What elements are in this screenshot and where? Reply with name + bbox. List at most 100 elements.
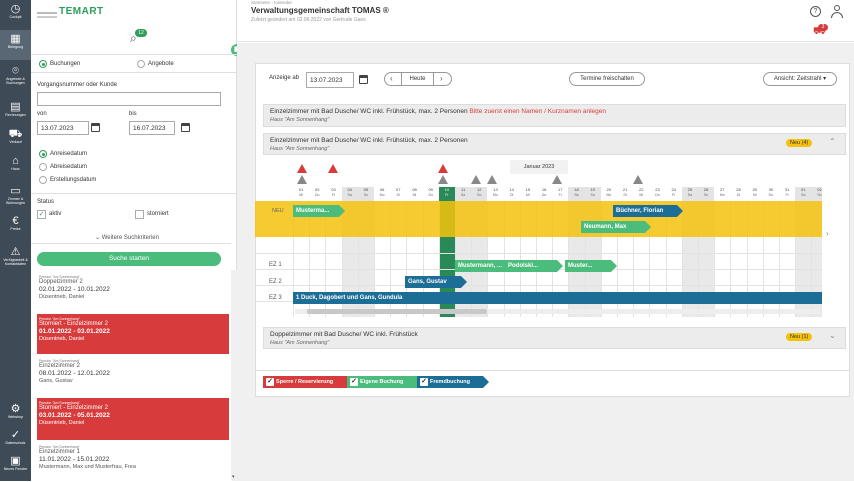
- day-column[interactable]: [633, 201, 649, 317]
- nav-verkauf[interactable]: ⛟ Verkauf: [0, 125, 31, 155]
- day-header[interactable]: 07: [396, 187, 401, 192]
- warning-icon[interactable]: [297, 164, 307, 173]
- warning-icon[interactable]: [438, 175, 448, 184]
- day-header[interactable]: 06: [379, 187, 385, 192]
- day-header[interactable]: 26: [698, 187, 715, 201]
- day-column[interactable]: [552, 201, 568, 317]
- results-scrollbar[interactable]: ▾: [231, 270, 237, 481]
- day-header[interactable]: 19: [584, 187, 601, 201]
- departure-date-label[interactable]: Abreisedatum: [50, 164, 88, 170]
- view-select[interactable]: Ansicht: Zeitstrahl ▾: [763, 72, 837, 86]
- nav-angebote[interactable]: ⌾ Angebote & Buchungen: [0, 62, 31, 92]
- day-column[interactable]: [325, 201, 341, 317]
- user-icon[interactable]: [831, 5, 843, 18]
- show-from-input[interactable]: 13.07.2023: [306, 72, 354, 88]
- day-header[interactable]: 18: [568, 187, 585, 201]
- nav-rechnungen[interactable]: ▤ Rechnungen: [0, 98, 31, 128]
- nav-neues-fenster[interactable]: ▣ Neues Fenster: [0, 452, 31, 482]
- day-column[interactable]: [422, 201, 439, 317]
- day-column[interactable]: [714, 201, 730, 317]
- day-column[interactable]: [406, 201, 422, 317]
- room-section-header[interactable]: [263, 327, 846, 349]
- day-column[interactable]: [746, 201, 763, 317]
- arrival-date-label[interactable]: Anreisedatum: [50, 151, 88, 157]
- breadcrumb[interactable]: Startseite › Kalender: [251, 0, 293, 5]
- nav-zimmer[interactable]: ▭ Zimmer & Wohnungen: [0, 182, 31, 212]
- day-header[interactable]: 16: [541, 187, 547, 192]
- result-item[interactable]: Pension "Am Sonnenhang" Doppelzimmer 2 0…: [39, 275, 110, 300]
- booking-bar[interactable]: Muster...: [565, 260, 617, 272]
- status-cancelled-label[interactable]: storniert: [147, 211, 169, 217]
- day-column[interactable]: [665, 201, 682, 317]
- calendar-icon[interactable]: [181, 123, 190, 132]
- warning-icon[interactable]: [552, 175, 562, 184]
- warning-icon[interactable]: [633, 175, 643, 184]
- day-header[interactable]: 22: [639, 187, 644, 192]
- calendar-icon[interactable]: [359, 75, 368, 84]
- tab-offers-radio[interactable]: [137, 60, 145, 68]
- room-section-header[interactable]: [263, 104, 846, 127]
- chevron-down-icon[interactable]: ⌄: [829, 331, 836, 340]
- result-item-cancelled[interactable]: Pension "Am Sonnenhang" Storniert - Einz…: [37, 398, 229, 440]
- day-header[interactable]: 21: [622, 187, 628, 192]
- warning-icon[interactable]: [487, 175, 497, 184]
- search-icon[interactable]: ⌕: [130, 31, 137, 45]
- status-active-checkbox[interactable]: ✓: [37, 210, 46, 219]
- nav-preise[interactable]: € Preise: [0, 212, 31, 242]
- day-header[interactable]: 14: [509, 187, 514, 192]
- day-header[interactable]: 28: [736, 187, 741, 192]
- day-header[interactable]: 02: [315, 187, 320, 192]
- nav-webshop[interactable]: ⚙ Webshop: [0, 400, 31, 430]
- nav-datenschutz[interactable]: ✓ Datenschutz: [0, 426, 31, 456]
- day-header[interactable]: 20: [606, 187, 612, 192]
- day-header[interactable]: 11: [455, 187, 472, 201]
- day-column[interactable]: [779, 201, 795, 317]
- tab-bookings-label[interactable]: Buchungen: [50, 61, 81, 67]
- day-column[interactable]: [487, 201, 503, 317]
- prev-arrow-icon[interactable]: ‹: [390, 74, 393, 83]
- warning-icon[interactable]: [328, 164, 338, 173]
- day-column[interactable]: [309, 201, 325, 317]
- result-item[interactable]: Pension "Am Sonnenhang" Einzelzimmer 1 1…: [39, 445, 136, 470]
- booking-bar[interactable]: Musterma...: [293, 205, 345, 217]
- day-column[interactable]: [503, 201, 520, 317]
- tab-offers-label[interactable]: Angebote: [148, 61, 174, 67]
- start-search-button[interactable]: Suche starten: [37, 252, 221, 266]
- day-header[interactable]: 24: [671, 187, 676, 192]
- day-column[interactable]: [536, 201, 552, 317]
- booking-bar[interactable]: Neumann, Max: [581, 221, 651, 233]
- day-column[interactable]: [374, 201, 390, 317]
- nav-cockpit[interactable]: ◷ Cockpit: [0, 0, 31, 30]
- day-header[interactable]: 25: [681, 187, 698, 201]
- creation-date-label[interactable]: Erstellungsdatum: [50, 177, 97, 183]
- warning-icon[interactable]: [438, 164, 448, 173]
- status-active-label[interactable]: aktiv: [49, 211, 62, 217]
- day-column[interactable]: [390, 201, 406, 317]
- day-header[interactable]: 03: [331, 187, 336, 192]
- legend-blocked[interactable]: ✓ Sperre / Reservierung: [263, 376, 353, 388]
- horizontal-scrollbar[interactable]: [295, 309, 820, 314]
- day-header[interactable]: 29: [752, 187, 757, 192]
- help-icon[interactable]: ?: [810, 6, 821, 17]
- day-header[interactable]: 09: [428, 187, 433, 192]
- status-cancelled-checkbox[interactable]: [135, 210, 144, 219]
- booking-bar[interactable]: Podolski...: [505, 260, 563, 272]
- booking-number-input[interactable]: [37, 92, 221, 106]
- result-item-cancelled[interactable]: Pension "Am Sonnenhang" Storniert - Einz…: [37, 314, 229, 354]
- day-header[interactable]: 31: [784, 187, 790, 192]
- day-column[interactable]: [293, 201, 309, 317]
- booking-bar[interactable]: Büchner, Florian: [613, 205, 683, 217]
- scroll-right-icon[interactable]: ›: [826, 229, 829, 238]
- nav-belegung[interactable]: ▦ Belegung: [0, 30, 31, 60]
- booking-bar[interactable]: Mustermann, ...: [455, 260, 513, 272]
- scroll-down-icon[interactable]: ▾: [232, 474, 235, 480]
- day-header[interactable]: 04: [341, 187, 358, 201]
- day-column[interactable]: [649, 201, 665, 317]
- room-section-header[interactable]: [263, 133, 846, 155]
- day-header[interactable]: 13: [493, 187, 498, 192]
- nav-haus[interactable]: ⌂ Haus: [0, 152, 31, 182]
- more-criteria-toggle[interactable]: ⌄ Weitere Suchkriterien: [95, 235, 159, 241]
- day-header[interactable]: 01: [298, 187, 304, 192]
- day-header[interactable]: 08: [412, 187, 417, 192]
- legend-own-booking[interactable]: ✓ Eigene Buchung: [347, 376, 423, 388]
